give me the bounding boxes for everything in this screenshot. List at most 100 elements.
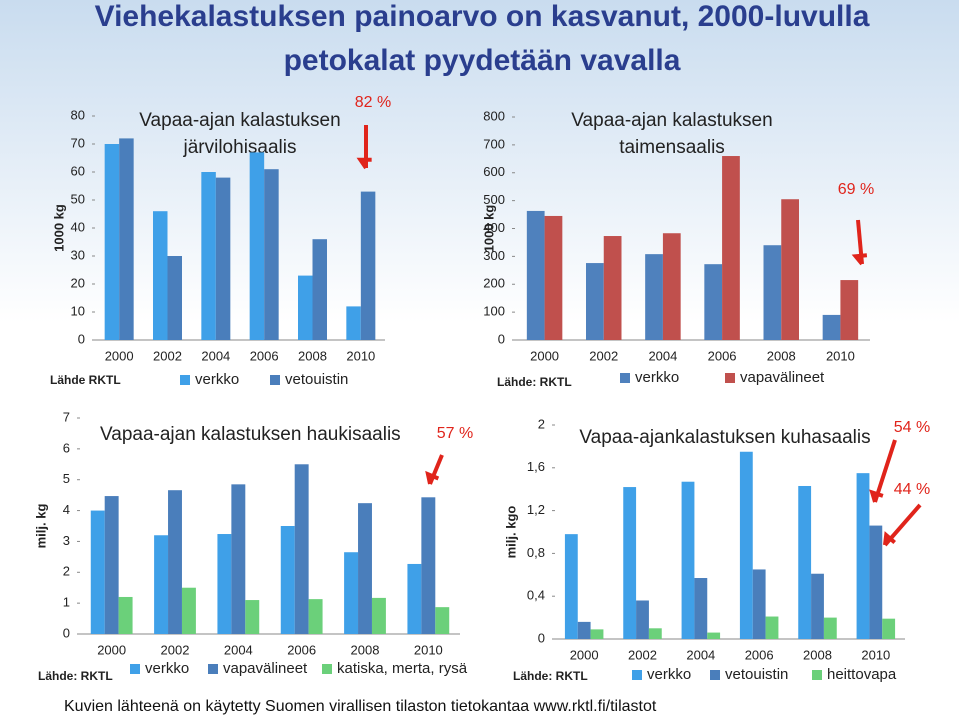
x-tick-label: 2008: [803, 647, 832, 662]
legend-label: katiska, merta, rysä: [337, 660, 468, 677]
bar: [344, 552, 359, 634]
y-tick-label: 700: [483, 136, 505, 151]
x-tick-label: 2006: [708, 348, 737, 363]
arrow-head: [883, 531, 897, 546]
legend-swatch: [620, 373, 630, 383]
bar: [763, 245, 782, 340]
legend-swatch: [812, 670, 822, 680]
bar: [694, 578, 708, 639]
bar: [435, 607, 450, 634]
bar: [662, 233, 681, 340]
x-tick-label: 2010: [826, 348, 855, 363]
x-tick-label: 2008: [298, 348, 327, 363]
bar: [154, 535, 169, 634]
footer: Kuvien lähteenä on käytetty Suomen viral…: [64, 698, 657, 715]
bar: [811, 573, 824, 639]
bar: [360, 191, 376, 340]
source: Lähde RKTL: [50, 373, 121, 387]
bar: [104, 144, 120, 340]
bar: [280, 526, 295, 634]
bar: [707, 632, 721, 639]
bar: [104, 496, 119, 634]
x-tick-label: 2002: [628, 647, 657, 662]
chart-title: järvilohisaalis: [183, 137, 297, 158]
y-tick-label: 400: [483, 220, 505, 235]
bar: [765, 616, 779, 639]
chart-title: Vapaa-ajan kalastuksen: [571, 110, 772, 131]
bar: [544, 215, 563, 340]
chart-title: Vapaa-ajan kalastuksen: [139, 110, 340, 131]
bar: [294, 464, 309, 634]
x-tick-label: 2008: [351, 642, 380, 657]
bar: [181, 587, 196, 634]
legend-label: heittovapa: [827, 666, 897, 683]
arrow-head: [425, 470, 440, 485]
bar: [840, 280, 859, 340]
legend-label: vapavälineet: [223, 660, 308, 677]
x-tick-label: 2000: [97, 642, 126, 657]
y-tick-label: 2: [538, 416, 545, 431]
bar: [645, 254, 663, 340]
arrow: [428, 454, 444, 485]
bar: [681, 481, 695, 639]
legend-swatch: [632, 670, 642, 680]
bar: [217, 534, 232, 634]
y-tick-label: 600: [483, 164, 505, 179]
slide-title: Viehekalastuksen painoarvo on kasvanut, …: [95, 0, 870, 33]
bar: [648, 628, 662, 639]
y-axis-label: milj. kgo: [503, 506, 518, 559]
bar: [298, 275, 313, 340]
y-tick-label: 3: [63, 533, 70, 548]
bar: [118, 596, 133, 634]
x-tick-label: 2006: [287, 642, 316, 657]
bar: [421, 497, 436, 634]
bar: [215, 177, 231, 340]
legend-swatch: [130, 664, 140, 674]
x-tick-label: 2002: [589, 348, 618, 363]
y-tick-label: 0,8: [527, 545, 545, 560]
arrow: [873, 439, 897, 503]
legend-label: verkko: [195, 371, 239, 388]
y-tick-label: 10: [71, 303, 85, 318]
bar: [636, 600, 649, 639]
bar: [856, 473, 870, 639]
y-tick-label: 20: [71, 275, 85, 290]
bar: [168, 490, 182, 634]
bar: [312, 239, 327, 340]
bar: [577, 621, 591, 639]
bar: [752, 569, 766, 639]
x-tick-label: 2006: [745, 647, 774, 662]
slide-title: petokalat pyydetään vavalla: [284, 44, 681, 77]
y-tick-label: 0: [538, 630, 545, 645]
y-tick-label: 70: [71, 135, 85, 150]
legend-label: verkko: [647, 666, 691, 683]
x-tick-label: 2000: [570, 647, 599, 662]
y-tick-label: 0: [78, 331, 85, 346]
y-axis-label: 1000 kg: [481, 205, 496, 253]
legend-label: vetouistin: [285, 371, 348, 388]
bar: [90, 510, 105, 634]
bar: [590, 629, 604, 639]
y-tick-label: 2: [63, 564, 70, 579]
bar: [245, 600, 260, 634]
y-tick-label: 300: [483, 248, 505, 263]
x-tick-label: 2008: [767, 348, 796, 363]
y-tick-label: 500: [483, 192, 505, 207]
legend-swatch: [725, 373, 735, 383]
annotation: 69 %: [838, 181, 874, 198]
bar: [346, 306, 361, 340]
source: Lähde: RKTL: [513, 669, 588, 683]
y-tick-label: 5: [63, 471, 70, 486]
bar: [119, 138, 134, 340]
bar: [882, 618, 896, 639]
chart-title: taimensaalis: [619, 137, 725, 158]
x-tick-label: 2004: [201, 348, 230, 363]
legend-swatch: [270, 375, 280, 385]
bar: [249, 152, 265, 340]
y-tick-label: 0: [498, 331, 505, 346]
y-axis-label: milj. kg: [33, 504, 48, 549]
bar: [798, 485, 812, 639]
bar: [308, 599, 323, 634]
x-tick-label: 2004: [224, 642, 253, 657]
